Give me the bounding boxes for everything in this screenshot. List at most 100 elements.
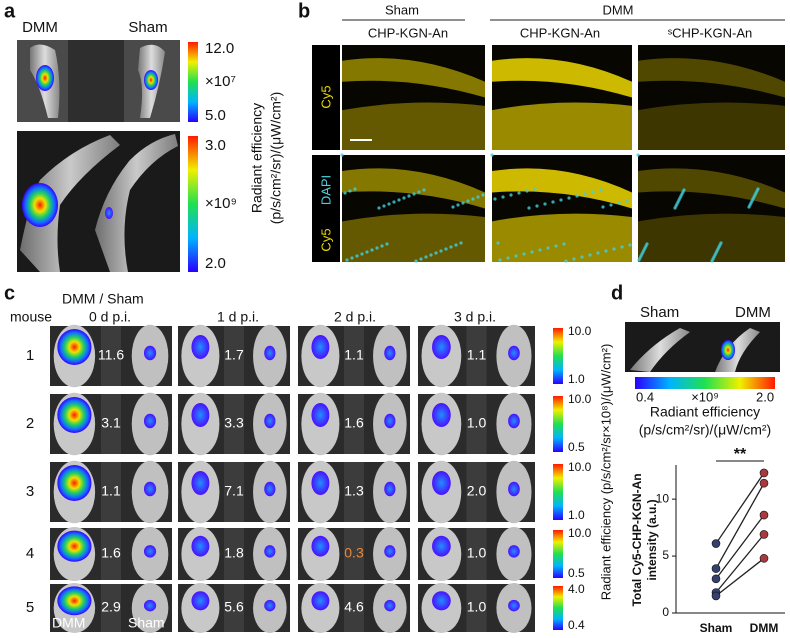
nucleus xyxy=(562,242,566,246)
nucleus xyxy=(636,153,640,157)
ivis-half xyxy=(344,326,364,386)
nucleus xyxy=(461,201,465,205)
nucleus xyxy=(397,198,401,202)
nucleus xyxy=(449,245,453,249)
ratio: 3.3 xyxy=(224,415,244,431)
ivis-half xyxy=(224,528,244,580)
nucleus xyxy=(456,203,460,207)
nucleus xyxy=(514,254,518,258)
ratio: 1.1 xyxy=(101,483,121,499)
tissue xyxy=(492,58,632,98)
nucleus xyxy=(343,191,347,195)
row-header: mouse xyxy=(10,309,52,325)
signal xyxy=(384,599,396,612)
nucleus xyxy=(551,200,555,204)
mouse-label: 4 xyxy=(26,545,34,562)
nucleus xyxy=(434,251,438,255)
nucleus xyxy=(575,194,579,198)
pair-line xyxy=(715,472,765,544)
mouse-label: 3 xyxy=(26,483,34,500)
nucleus xyxy=(466,199,470,203)
colorbar-label: 10.0 xyxy=(568,324,592,338)
panel-label: c xyxy=(4,282,15,304)
ivis-half xyxy=(466,394,487,454)
nucleus xyxy=(538,248,542,252)
nucleus xyxy=(387,202,391,206)
nucleus xyxy=(533,187,537,191)
nucleus xyxy=(617,201,621,205)
tissue xyxy=(492,168,632,209)
signal xyxy=(311,471,330,495)
signal xyxy=(311,591,330,611)
nucleus xyxy=(525,189,529,193)
ratio: 1.1 xyxy=(467,347,487,363)
signal xyxy=(311,403,330,427)
ratio: 3.1 xyxy=(101,415,121,431)
nucleus xyxy=(517,191,521,195)
nucleus xyxy=(567,196,571,200)
nucleus xyxy=(355,254,359,258)
signal xyxy=(264,413,276,429)
nucleus xyxy=(360,252,364,256)
signal xyxy=(508,413,520,429)
timepoint: 1 d p.i. xyxy=(217,309,259,325)
tissue xyxy=(638,58,785,98)
nucleus xyxy=(490,153,494,157)
tissue xyxy=(342,213,485,262)
nucleus xyxy=(498,258,502,262)
ivis-half xyxy=(101,584,121,632)
signal xyxy=(264,345,276,361)
ivis-half xyxy=(101,394,121,454)
signal xyxy=(57,397,92,433)
signal xyxy=(57,530,92,562)
signal xyxy=(508,481,520,497)
nucleus xyxy=(588,253,592,257)
colorbar-label: 2.0 xyxy=(756,389,774,404)
signal xyxy=(384,413,396,429)
nucleus xyxy=(348,189,352,193)
nucleus xyxy=(719,241,723,245)
nucleus xyxy=(564,259,568,263)
colorbar-label: 4.0 xyxy=(568,582,585,596)
row-label: DAPI xyxy=(318,175,333,205)
nucleus xyxy=(407,194,411,198)
ivis-grid: 0 d p.i. 1 d p.i. 2 d p.i. 3 d p.i. 1 11.6 1.7… xyxy=(26,309,592,633)
ratio: 2.0 xyxy=(467,483,487,499)
signal xyxy=(191,535,210,557)
timepoint: 0 d p.i. xyxy=(89,309,131,325)
pair-line xyxy=(715,534,765,593)
signal xyxy=(384,345,396,361)
ratio: 1.0 xyxy=(467,415,487,431)
ivis-half xyxy=(224,394,244,454)
timepoint: 2 d p.i. xyxy=(334,309,376,325)
nucleus xyxy=(459,241,463,245)
nucleus xyxy=(604,249,608,253)
mouse-label: 1 xyxy=(26,347,34,364)
paired-plot: 0 5 10 Sham DMM ** xyxy=(656,446,785,635)
colorbar xyxy=(553,530,563,578)
nucleus xyxy=(591,190,595,194)
tissue xyxy=(492,213,632,262)
ivis-half xyxy=(466,584,487,632)
tissue xyxy=(342,58,485,98)
dot xyxy=(759,510,769,520)
signal xyxy=(57,586,92,616)
signal xyxy=(191,471,210,495)
signal xyxy=(191,403,210,427)
colorbar-label: ×10⁹ xyxy=(205,195,237,212)
colorbar-label: 1.0 xyxy=(568,508,585,522)
signal xyxy=(264,481,276,497)
dot xyxy=(759,530,769,539)
signal xyxy=(432,535,451,557)
nucleus xyxy=(601,205,605,209)
nucleus xyxy=(481,193,485,197)
nucleus xyxy=(476,195,480,199)
ratio: 1.8 xyxy=(224,545,244,561)
nucleus xyxy=(580,255,584,259)
pair-line xyxy=(715,514,765,580)
nucleus xyxy=(645,242,649,246)
nucleus xyxy=(345,258,349,262)
colorbar xyxy=(188,42,198,122)
signal xyxy=(143,481,157,497)
